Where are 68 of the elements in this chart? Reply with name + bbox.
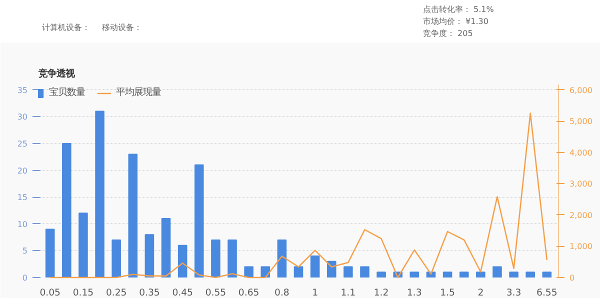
bar	[144, 234, 154, 278]
bar	[112, 239, 121, 278]
bar	[128, 154, 138, 278]
x-tick-label: 0.8	[274, 288, 290, 298]
bar	[459, 272, 469, 278]
y2-tick-label: 0	[570, 274, 575, 282]
x-tick-label: 1.3	[407, 288, 422, 298]
y2-tick-label: 4,000	[570, 148, 592, 158]
bar	[310, 256, 320, 278]
bar	[344, 266, 353, 278]
y-tick-label: 30	[17, 112, 28, 122]
bar	[211, 239, 220, 278]
text: 点击转化率： 5.1%	[423, 4, 494, 16]
y-tick-label: 25	[17, 139, 28, 148]
text: 市场均价： ¥1.30	[423, 16, 488, 28]
bar	[244, 266, 254, 278]
bar	[360, 266, 370, 278]
bar	[161, 218, 171, 278]
y-tick-label: 5	[22, 246, 28, 256]
bar	[277, 239, 287, 278]
bar	[376, 272, 386, 278]
y-tick-label: 10	[17, 220, 28, 229]
bar	[294, 266, 304, 278]
bar	[62, 142, 72, 278]
bar	[442, 272, 452, 278]
bar	[542, 272, 552, 278]
y-tick-label: 15	[17, 193, 28, 202]
x-tick-label: 0.65	[238, 288, 260, 298]
bar	[509, 272, 518, 278]
x-tick-label: 0.05	[40, 288, 61, 298]
x-tick-label: 0.45	[172, 288, 194, 298]
x-tick-label: 2	[478, 288, 484, 298]
text: 竞争度： 205	[423, 28, 473, 40]
chart-title: 竞争透视	[38, 68, 76, 80]
y2-tick-label: 3,000	[570, 180, 592, 189]
x-tick-label: 3.3	[506, 288, 522, 298]
line-series	[49, 112, 548, 278]
text: 移动设备：	[102, 22, 142, 34]
bar	[326, 260, 336, 278]
x-tick-label: 0.55	[205, 288, 226, 298]
y2-tick-label: 6,000	[570, 86, 592, 95]
x-tick-label: 1.2	[374, 288, 389, 298]
bar	[95, 110, 104, 278]
y-tick-label: 20	[17, 166, 28, 176]
bar	[410, 272, 420, 278]
x-tick-label: 1.1	[340, 288, 356, 298]
y2-tick-label: 2,000	[570, 210, 592, 220]
text: 计算机设备：	[42, 22, 90, 34]
x-tick-label: 0.15	[72, 288, 94, 298]
bar	[45, 228, 55, 278]
bar	[78, 212, 88, 278]
bar	[492, 266, 502, 278]
x-tick-label: 1	[312, 288, 318, 298]
bar	[194, 164, 204, 278]
x-tick-label: 6.55	[536, 288, 558, 298]
bar	[476, 272, 486, 278]
bar	[526, 272, 535, 278]
y-tick-label: 0	[22, 274, 28, 282]
legend-label: 平均展现量	[116, 86, 161, 99]
x-tick-label: 1.5	[440, 288, 456, 298]
legend-label: 宝贝数量	[49, 86, 85, 99]
x-tick-label: 0.25	[106, 288, 127, 298]
x-tick-label: 0.35	[139, 288, 160, 298]
y2-tick-label: 1,000	[570, 242, 592, 252]
bar	[228, 239, 237, 278]
bar	[178, 244, 188, 278]
y-tick-label: 35	[17, 86, 28, 95]
y2-tick-label: 5,000	[570, 117, 592, 126]
